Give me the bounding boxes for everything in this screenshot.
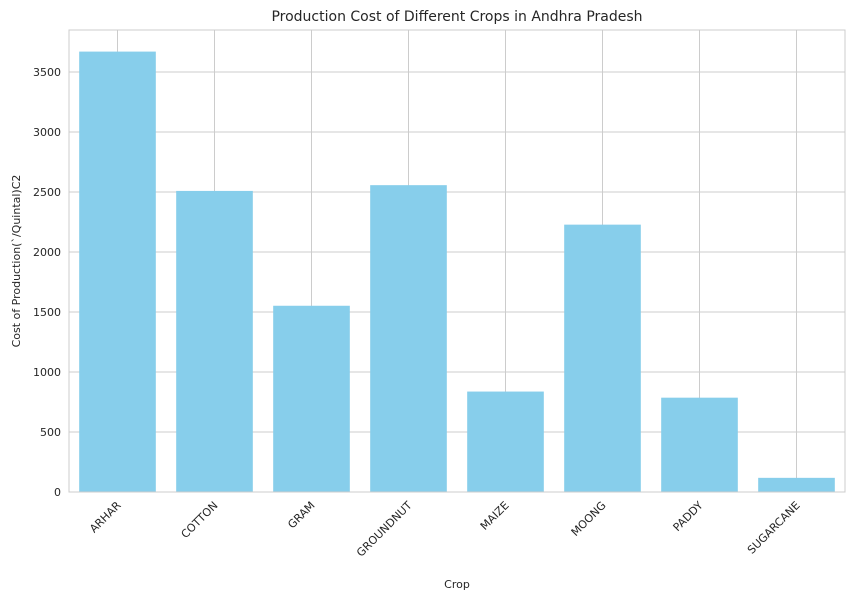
y-tick-label: 0: [54, 486, 61, 499]
x-tick-label: SUGARCANE: [745, 499, 803, 557]
x-axis-label: Crop: [444, 578, 470, 591]
y-tick-label: 1000: [33, 366, 61, 379]
x-tick-label: GROUNDNUT: [354, 499, 415, 560]
chart-title: Production Cost of Different Crops in An…: [271, 9, 642, 25]
x-tick-label: MOONG: [569, 499, 609, 539]
y-tick-label: 3000: [33, 126, 61, 139]
plot-frame: [68, 29, 846, 493]
bar-maize: [467, 391, 544, 492]
bar-cotton: [176, 190, 253, 493]
y-tick-label: 2000: [33, 246, 61, 259]
x-tick-label: GRAM: [285, 499, 317, 531]
y-tick-label: 500: [40, 426, 61, 439]
y-axis-label: Cost of Production(`/Quintal)C2: [10, 175, 23, 348]
bar-groundnut: [370, 185, 447, 492]
y-tick-label: 1500: [33, 306, 61, 319]
x-tick-labels: ARHAR COTTON GRAM GROUNDNUT MAIZE MOONG PADDY S…: [87, 499, 803, 560]
x-tick-label: COTTON: [179, 499, 221, 541]
bar-gram: [273, 305, 350, 492]
x-tick-label: MAIZE: [478, 499, 512, 533]
y-tick-label: 2500: [33, 186, 61, 199]
y-tick-labels: 0 500 1000 1500 2000 2500 3000 3500: [33, 66, 61, 499]
y-tick-label: 3500: [33, 66, 61, 79]
bar-paddy: [661, 397, 738, 492]
bar-arhar: [79, 51, 156, 492]
bar-sugarcane: [758, 477, 835, 492]
bar-moong: [564, 224, 641, 492]
x-tick-label: PADDY: [671, 499, 706, 534]
x-tick-label: ARHAR: [87, 499, 124, 536]
bar-layer: [79, 51, 835, 493]
